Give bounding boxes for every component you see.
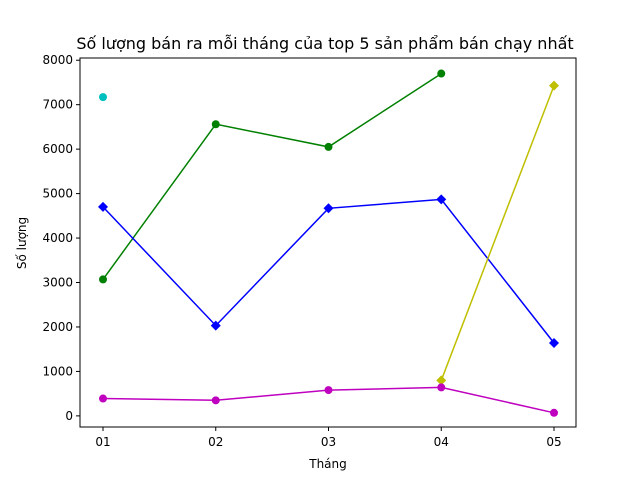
plot-frame xyxy=(79,57,577,428)
data-point xyxy=(549,337,559,348)
series-1 xyxy=(99,93,107,102)
y-tick-label: 2000 xyxy=(42,320,73,334)
y-tick-label: 3000 xyxy=(42,276,73,290)
data-point xyxy=(99,93,107,102)
data-point xyxy=(99,275,107,284)
series-4 xyxy=(436,80,559,386)
chart-title: Số lượng bán ra mỗi tháng của top 5 sản … xyxy=(76,34,573,53)
y-tick-label: 0 xyxy=(65,409,73,423)
x-tick-label: 03 xyxy=(321,435,336,449)
x-axis-label: Tháng xyxy=(308,457,347,471)
y-tick-label: 7000 xyxy=(42,98,73,112)
series-line xyxy=(102,72,442,280)
data-point xyxy=(210,320,221,331)
y-axis-label: Số lượng xyxy=(15,217,29,269)
x-tick-label: 05 xyxy=(546,435,561,449)
series-line xyxy=(440,85,555,381)
series-line xyxy=(102,198,555,344)
x-tick-label: 04 xyxy=(434,435,449,449)
y-tick-label: 6000 xyxy=(42,142,73,156)
data-point xyxy=(324,142,333,151)
data-point xyxy=(437,69,446,78)
data-point xyxy=(436,194,447,205)
series-5 xyxy=(99,383,558,417)
data-point xyxy=(98,201,108,212)
data-point xyxy=(211,120,220,129)
plot-area xyxy=(79,57,577,428)
y-tick-label: 4000 xyxy=(42,231,73,245)
series-2 xyxy=(99,69,446,284)
series-3 xyxy=(98,194,559,348)
data-point xyxy=(323,203,334,214)
y-tick-label: 5000 xyxy=(42,187,73,201)
series-group xyxy=(98,69,559,417)
data-point xyxy=(550,408,558,417)
y-tick-label: 1000 xyxy=(42,364,73,378)
data-point xyxy=(211,396,220,405)
x-axis-ticks: 01 02 03 04 05 xyxy=(95,427,562,449)
y-tick-label: 8000 xyxy=(42,53,73,67)
data-point xyxy=(549,80,559,91)
data-point xyxy=(324,386,333,395)
data-point xyxy=(99,394,107,403)
data-point xyxy=(436,375,447,386)
y-axis-ticks: 0 1000 2000 3000 4000 5000 6000 7000 8000 xyxy=(42,53,80,423)
x-tick-label: 02 xyxy=(208,435,223,449)
data-point xyxy=(437,383,446,392)
x-tick-label: 01 xyxy=(95,435,110,449)
